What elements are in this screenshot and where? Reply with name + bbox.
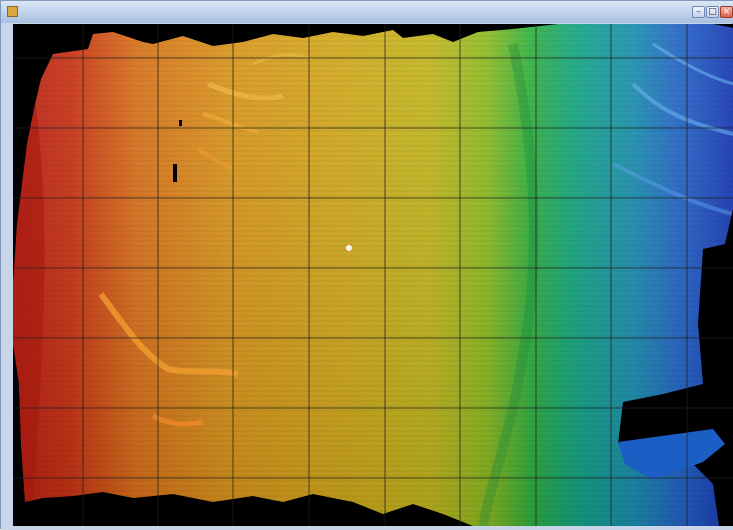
status-strip xyxy=(1,526,733,530)
minimize-button[interactable]: – xyxy=(692,6,705,18)
point-marker[interactable] xyxy=(346,245,352,251)
bathymetry-raster xyxy=(13,24,733,526)
close-button[interactable]: × xyxy=(720,6,733,18)
isolated-survey-patch xyxy=(618,429,725,480)
app-icon xyxy=(7,6,18,17)
map-grid xyxy=(13,24,733,526)
maximize-button[interactable]: □ xyxy=(706,6,719,18)
title-bar[interactable]: – □ × xyxy=(1,1,733,23)
bathymetry-map-view[interactable] xyxy=(13,24,733,526)
